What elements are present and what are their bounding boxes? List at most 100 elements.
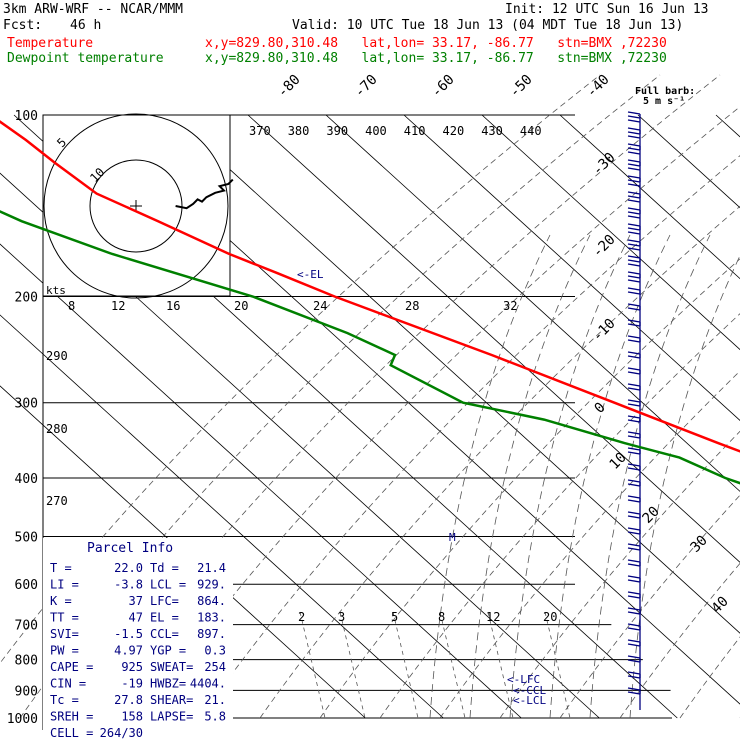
theta-label: 420 (443, 124, 465, 138)
parcel-row-value2: 21. (204, 693, 226, 707)
dry-adiabat (439, 370, 740, 719)
dry-adiabat (199, 155, 740, 719)
wind-barb-flag (627, 671, 641, 675)
wind-barb-flag (627, 627, 641, 631)
wind-barb-flag (627, 167, 641, 171)
parcel-row-label2: EL = (150, 611, 179, 625)
wind-barb-flag (627, 531, 641, 535)
wind-barb-flag (627, 499, 641, 503)
mixing-ratio-label: 8 (438, 610, 445, 624)
parcel-row-label: TT = (50, 611, 79, 625)
isobar-label: 300 (15, 397, 38, 412)
mixing-ratio-line (487, 611, 514, 719)
parcel-row-label: CELL = (50, 726, 93, 740)
dry-adiabat (619, 562, 740, 719)
wind-barb-flag (627, 275, 641, 279)
wind-barb-flag (627, 223, 641, 227)
wind-barb-flag (627, 511, 641, 515)
theta-label: 430 (481, 124, 503, 138)
hodograph-trace (175, 178, 234, 210)
isotherm-label: 20 (640, 504, 663, 527)
wind-barb-flag (627, 159, 641, 163)
thetae-label: 24 (313, 299, 327, 313)
parcel-row-label2: CCL= (150, 627, 179, 641)
wind-barb-flag (627, 323, 641, 327)
thetae-label: 32 (503, 299, 517, 313)
isotherm-line (637, 114, 740, 209)
parcel-row-value2: 929. (197, 578, 226, 592)
wind-barb-flag (627, 199, 641, 203)
parcel-row-label: CIN = (50, 677, 86, 691)
wind-barb-flag (627, 451, 641, 455)
mixing-ratio-line (439, 611, 466, 719)
mixing-ratio-line (392, 611, 419, 719)
wind-barb-flag (627, 263, 641, 267)
mixing-ratio-label: 20 (543, 610, 557, 624)
wind-barb-flag (627, 115, 641, 119)
theta-label: 380 (288, 124, 310, 138)
parcel-row-value2: 21.4 (197, 561, 226, 575)
wind-barb-flag (627, 243, 641, 247)
parcel-row-label: Tc = (50, 693, 79, 707)
wind-barb-flag (627, 119, 641, 123)
wind-barb-flag (627, 239, 641, 243)
wind-barb-flag (627, 151, 641, 155)
thetae-label: 28 (405, 299, 419, 313)
parcel-row-value: -3.8 (114, 578, 143, 592)
parcel-row-label: SVI= (50, 627, 79, 641)
isobar-label: 800 (15, 654, 38, 669)
wind-barb-flag (627, 127, 641, 131)
wind-barb-flag (627, 467, 641, 471)
dry-adiabat (319, 258, 740, 719)
parcel-row-label: SREH = (50, 710, 93, 724)
m-marker: M (449, 531, 456, 544)
lcl-marker: <-LCL (513, 694, 546, 707)
dewpoint-location: x,y=829.80,310.48 lat,lon= 33.17, -86.77… (205, 51, 667, 66)
wind-barb-flag (627, 231, 641, 235)
wind-barb-flag (627, 611, 641, 615)
moist-adiabat (429, 234, 551, 719)
theta-label: 390 (326, 124, 348, 138)
wind-barb-flag (627, 575, 641, 579)
parcel-row-value2: 0.3 (204, 644, 226, 658)
wind-barb-flag (627, 291, 641, 295)
theta-label: 370 (249, 124, 271, 138)
dry-adiabat (0, 74, 601, 664)
mixing-ratio-line (299, 611, 326, 719)
moist-adiabat (549, 234, 671, 719)
isotherm-label: -60 (429, 72, 458, 101)
thetae-label: 8 (68, 299, 75, 313)
wind-barb-flag (627, 191, 641, 195)
parcel-row-label: T = (50, 561, 72, 575)
wind-barb-flag (627, 527, 641, 531)
wind-barb-flag (627, 383, 641, 387)
parcel-row-value: 22.0 (114, 561, 143, 575)
hodograph-ring-10 (43, 113, 229, 299)
thetae-label: 16 (166, 299, 180, 313)
isotherm-label: -20 (590, 232, 619, 261)
wind-barb-flag (627, 211, 641, 215)
isobar-label: 500 (15, 530, 38, 545)
parcel-row-label: LI = (50, 578, 79, 592)
wind-barb-flag (627, 387, 641, 391)
parcel-row-label: PW = (50, 644, 79, 658)
valid-time: Valid: 10 UTC Tue 18 Jun 13 (04 MDT Tue … (292, 18, 684, 33)
wind-barb-flag (627, 435, 641, 439)
wind-barb-flag (627, 623, 641, 627)
dry-adiabat (499, 430, 740, 719)
mixing-ratio-label: 3 (338, 610, 345, 624)
theta-left-label: 290 (46, 349, 68, 363)
moist-adiabat (509, 234, 631, 719)
temperature-profile (0, 120, 740, 453)
isotherm-line (0, 385, 366, 719)
parcel-row-label2: LFC= (150, 594, 179, 608)
theta-label: 400 (365, 124, 387, 138)
isotherm-line (403, 114, 740, 421)
wind-barb-flag (627, 215, 641, 219)
parcel-row-value2: 897. (197, 627, 226, 641)
wind-barb-flag (627, 483, 641, 487)
parcel-row-value2: 254 (204, 660, 226, 674)
dewpoint-legend: Dewpoint temperature (7, 51, 164, 66)
wind-barb-flag (627, 111, 641, 115)
isobar-label: 700 (15, 619, 38, 634)
